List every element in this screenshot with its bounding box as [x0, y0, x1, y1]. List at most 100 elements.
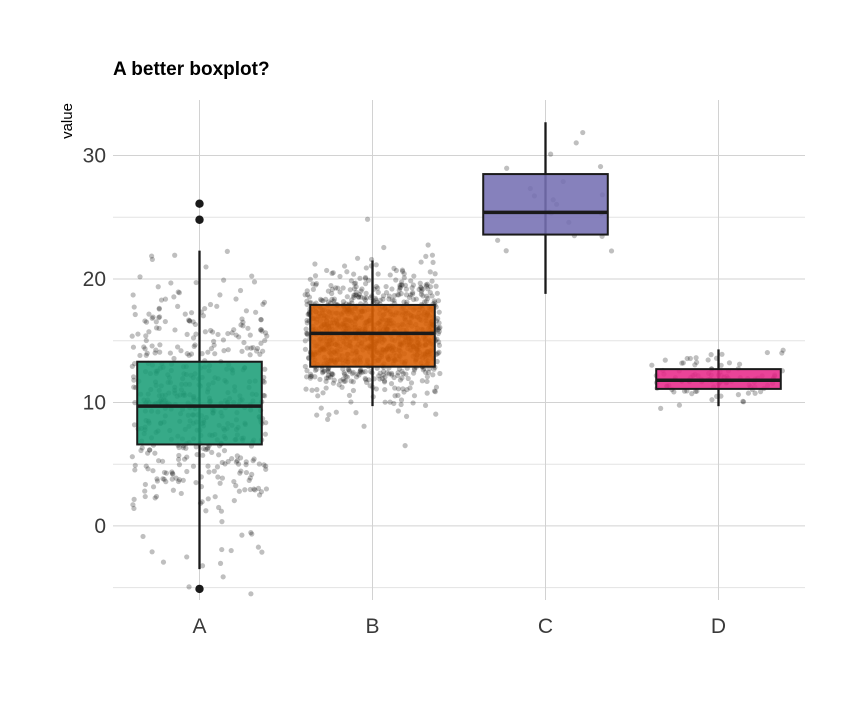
jitter-point — [388, 381, 395, 387]
jitter-point — [323, 378, 329, 385]
box-C — [482, 173, 609, 236]
jitter-point — [158, 297, 165, 303]
jitter-point — [420, 293, 426, 299]
jitter-point — [342, 371, 348, 377]
jitter-point — [333, 409, 339, 415]
jitter-point — [218, 508, 225, 514]
jitter-point — [421, 299, 428, 305]
jitter-point — [233, 296, 239, 302]
jitter-point — [162, 318, 168, 325]
jitter-point — [130, 502, 136, 508]
jitter-point — [410, 400, 416, 406]
jitter-point — [396, 366, 403, 372]
jitter-point — [400, 386, 406, 392]
jitter-point — [357, 368, 363, 375]
jitter-point — [389, 286, 395, 292]
jitter-point — [169, 469, 175, 475]
jitter-point — [356, 292, 362, 298]
jitter-point — [153, 319, 159, 325]
jitter-point — [229, 456, 235, 462]
jitter-point — [200, 313, 206, 319]
jitter-point — [146, 329, 152, 335]
jitter-point — [212, 351, 218, 357]
jitter-point — [397, 377, 403, 383]
jitter-point — [411, 393, 418, 399]
jitter-point — [258, 340, 264, 346]
jitter-point — [154, 476, 160, 482]
jitter-point — [156, 305, 162, 311]
jitter-point — [153, 347, 159, 353]
jitter-point — [180, 445, 186, 451]
jitter-point — [150, 484, 157, 490]
jitter-point — [380, 296, 386, 302]
jitter-point — [352, 292, 358, 298]
jitter-point — [217, 292, 223, 298]
jitter-point — [389, 370, 395, 376]
jitter-point — [258, 489, 265, 495]
jitter-point — [380, 293, 387, 299]
jitter-point — [373, 262, 379, 268]
jitter-point — [366, 377, 372, 383]
jitter-point — [249, 471, 255, 477]
jitter-point — [262, 431, 268, 437]
jitter-point — [436, 325, 442, 332]
jitter-point — [132, 462, 138, 469]
jitter-point — [361, 295, 367, 301]
jitter-point — [351, 280, 357, 287]
jitter-point — [689, 391, 695, 397]
jitter-point — [239, 316, 245, 322]
jitter-point — [429, 293, 435, 299]
jitter-point — [304, 320, 310, 326]
jitter-point — [330, 380, 336, 386]
jitter-point — [429, 252, 436, 258]
jitter-point — [419, 378, 425, 384]
jitter-point — [427, 284, 434, 290]
jitter-point — [313, 281, 320, 287]
jitter-point — [163, 470, 170, 476]
jitter-point — [131, 496, 137, 502]
jitter-point — [427, 289, 433, 296]
jitter-point — [386, 371, 392, 377]
jitter-point — [679, 360, 685, 366]
jitter-point — [172, 327, 178, 333]
jitter-point — [248, 345, 254, 351]
jitter-point — [220, 337, 227, 343]
jitter-point — [424, 390, 430, 396]
jitter-point — [150, 468, 156, 474]
jitter-point — [427, 269, 433, 275]
jitter-point — [258, 316, 264, 323]
jitter-point — [172, 252, 178, 258]
jitter-point — [184, 554, 190, 560]
jitter-point — [393, 267, 399, 274]
jitter-point — [740, 399, 747, 405]
jitter-point — [243, 469, 250, 476]
jitter-point — [410, 282, 416, 288]
jitter-point — [373, 283, 379, 290]
jitter-point — [353, 374, 360, 380]
jitter-point — [130, 344, 137, 350]
jitter-point — [205, 349, 211, 355]
jitter-point — [262, 337, 268, 344]
jitter-point — [389, 372, 395, 378]
jitter-point — [423, 282, 429, 288]
jitter-point — [780, 347, 786, 353]
jitter-point — [331, 377, 337, 383]
jitter-point — [719, 351, 725, 357]
jitter-point — [140, 533, 146, 540]
jitter-point — [401, 389, 407, 395]
jitter-point — [149, 253, 155, 259]
jitter-point — [233, 459, 239, 465]
jitter-point — [153, 493, 160, 500]
jitter-point — [436, 349, 442, 355]
jitter-point — [360, 369, 366, 375]
jitter-point — [131, 377, 137, 383]
jitter-point — [424, 374, 430, 380]
jitter-point — [395, 386, 402, 392]
jitter-point — [253, 348, 260, 354]
jitter-point — [263, 486, 270, 492]
jitter-point — [170, 487, 176, 493]
jitter-point — [225, 458, 231, 465]
jitter-point — [257, 351, 263, 357]
jitter-point — [258, 317, 264, 323]
jitter-point — [233, 483, 239, 489]
